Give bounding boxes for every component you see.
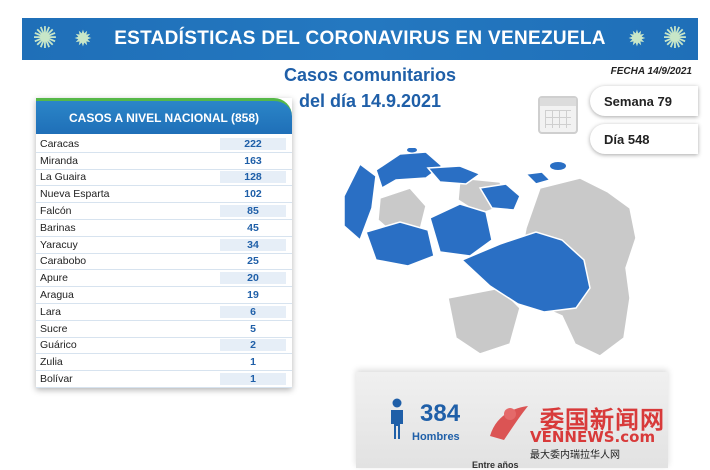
day-badge: Día 548 xyxy=(590,124,698,154)
table-row: Carabobo 25 xyxy=(36,254,292,271)
map-island-highlight xyxy=(550,162,566,170)
table-row: Lara 6 xyxy=(36,304,292,321)
age-range-label: Entre años xyxy=(472,460,519,470)
cases-table-header: CASOS A NIVEL NACIONAL (858) xyxy=(36,98,292,134)
state-name: Caracas xyxy=(40,137,80,150)
case-count: 6 xyxy=(220,305,286,318)
date-label: FECHA 14/9/2021 xyxy=(610,66,692,77)
table-row: Guárico 2 xyxy=(36,338,292,355)
header-banner: ✺ ✹ ESTADÍSTICAS DEL CORONAVIRUS EN VENE… xyxy=(22,18,698,60)
table-row: Falcón 85 xyxy=(36,203,292,220)
banner-title: ESTADÍSTICAS DEL CORONAVIRUS EN VENEZUEL… xyxy=(114,28,606,49)
table-row: Barinas 45 xyxy=(36,220,292,237)
state-name: Yaracuy xyxy=(40,238,78,251)
map-region-highlight xyxy=(478,183,521,211)
case-count: 1 xyxy=(250,356,256,369)
table-row: Caracas 222 xyxy=(36,136,292,153)
case-count: 5 xyxy=(250,322,256,335)
calendar-icon xyxy=(538,96,578,134)
male-count: 384 xyxy=(420,400,461,427)
case-count: 2 xyxy=(220,339,286,352)
state-name: Sucre xyxy=(40,322,68,335)
table-row: Bolívar 1 xyxy=(36,371,292,388)
case-count: 34 xyxy=(220,238,286,251)
state-name: Barinas xyxy=(40,221,76,234)
table-row: Apure 20 xyxy=(36,270,292,288)
virus-icon: ✹ xyxy=(627,26,647,51)
state-name: Zulia xyxy=(40,356,63,369)
table-row: Yaracuy 34 xyxy=(36,237,292,254)
cases-table-body: Caracas 222 Miranda 163 La Guaira 128 Nueva Es… xyxy=(36,134,292,388)
state-name: Guárico xyxy=(40,339,77,352)
state-name: Lara xyxy=(40,305,62,318)
state-name: Falcón xyxy=(40,205,72,218)
map-region-highlight xyxy=(426,165,482,185)
table-row: Miranda 163 xyxy=(36,153,292,170)
state-name: La Guaira xyxy=(40,171,87,184)
state-name: Apure xyxy=(40,272,69,285)
case-count: 19 xyxy=(247,289,259,302)
male-label: Hombres xyxy=(412,431,460,443)
table-row: La Guaira 128 xyxy=(36,170,292,187)
state-name: Miranda xyxy=(40,154,78,167)
map-region-highlight xyxy=(460,231,591,313)
table-row: Nueva Esparta 102 xyxy=(36,186,292,204)
case-count: 20 xyxy=(220,272,286,285)
map-region-highlight xyxy=(365,221,435,267)
table-row: Zulia 1 xyxy=(36,354,292,372)
state-name: Bolívar xyxy=(40,373,73,386)
case-count: 222 xyxy=(220,137,286,150)
subtitle: Casos comunitarios del día 14.9.2021 xyxy=(240,62,500,114)
subtitle-line-1: Casos comunitarios xyxy=(283,65,457,85)
map-island-highlight xyxy=(407,148,417,153)
watermark-tagline: 最大委内瑞拉华人网 xyxy=(530,450,620,461)
male-person-icon xyxy=(391,398,403,439)
case-count: 128 xyxy=(220,171,286,184)
virus-icon: ✹ xyxy=(73,26,93,51)
case-count: 45 xyxy=(247,221,259,234)
case-count: 85 xyxy=(220,205,286,218)
watermark-logo-icon xyxy=(490,406,528,440)
cases-table: CASOS A NIVEL NACIONAL (858) Caracas 222 M… xyxy=(36,98,292,388)
case-count: 163 xyxy=(244,154,262,167)
case-count: 1 xyxy=(220,373,286,386)
table-row: Aragua 19 xyxy=(36,287,292,304)
state-name: Aragua xyxy=(40,289,74,302)
watermark-title: 委国新闻网 xyxy=(540,406,665,434)
state-name: Nueva Esparta xyxy=(40,188,110,201)
map-region-highlight xyxy=(343,162,377,242)
virus-icon: ✺ xyxy=(32,22,58,55)
watermark-site: VENNEWS.com xyxy=(530,428,656,446)
map-region-highlight xyxy=(429,203,493,257)
week-badge: Semana 79 xyxy=(590,86,698,116)
case-count: 102 xyxy=(244,188,262,201)
table-row: Sucre 5 xyxy=(36,321,292,338)
state-name: Carabobo xyxy=(40,255,87,268)
subtitle-line-2: del día 14.9.2021 xyxy=(298,91,442,111)
virus-icon: ✺ xyxy=(662,22,688,55)
venezuela-map xyxy=(343,148,637,357)
case-count: 25 xyxy=(247,255,259,268)
map-region-highlight xyxy=(524,171,552,185)
